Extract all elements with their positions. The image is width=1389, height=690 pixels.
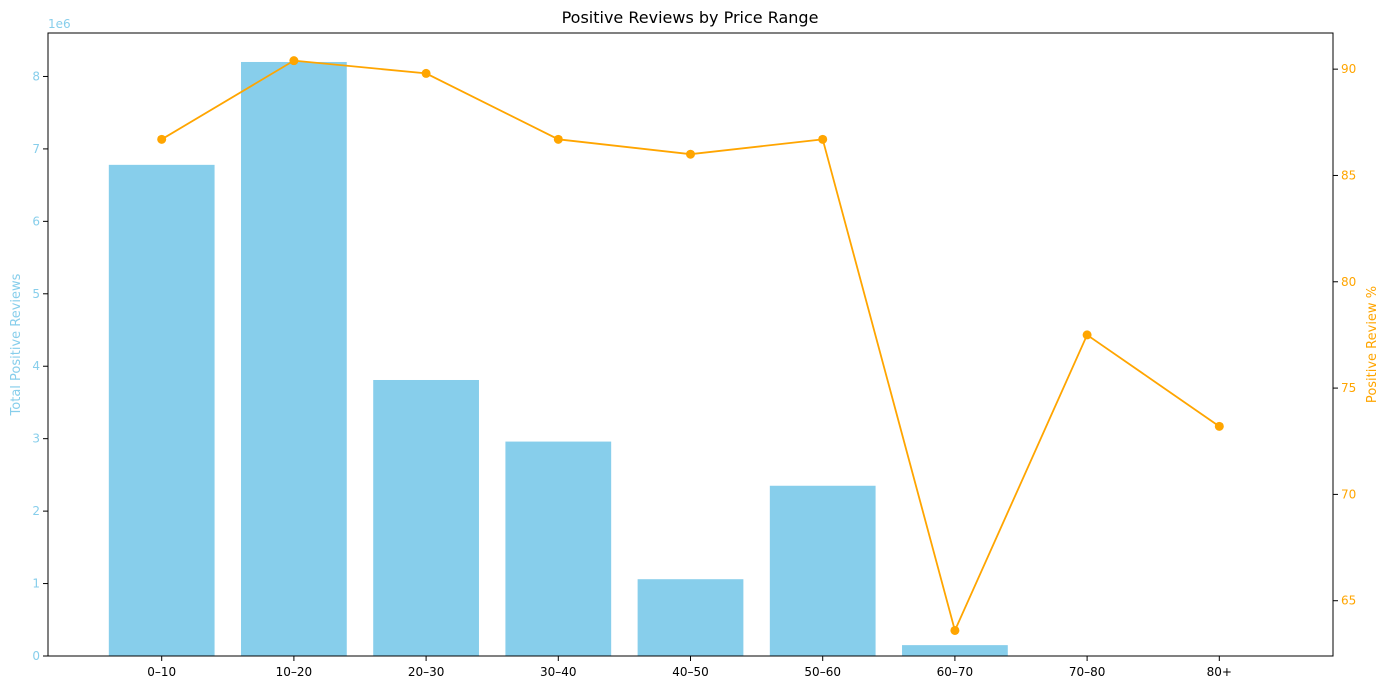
x-tick-label: 30–40 [540,665,577,679]
x-tick-label: 10–20 [276,665,313,679]
left-tick-label: 6 [32,214,40,228]
line-point-20–30 [421,68,431,78]
bar-30–40 [505,441,612,656]
x-tick-label: 80+ [1207,665,1232,679]
chart-title: Positive Reviews by Price Range [562,8,819,27]
left-axis-label: Total Positive Reviews [9,273,24,416]
left-axis: 0 1 2 3 4 5 6 7 8 [32,69,48,663]
left-axis-offset-text: 1e6 [48,17,71,31]
right-tick-label: 75 [1341,381,1356,395]
line-layer [157,56,1224,635]
line-point-30–40 [553,134,563,144]
right-tick-label: 90 [1341,62,1356,76]
line-point-50–60 [818,134,828,144]
line-point-40–50 [686,149,695,159]
right-axis: 65 70 75 80 85 90 [1333,62,1356,608]
x-tick-label: 20–30 [408,665,445,679]
bars-layer [108,61,1008,657]
bar-20–30 [373,379,479,656]
left-tick-label: 1 [32,577,40,591]
x-tick-label: 40–50 [672,665,709,679]
bar-50–60 [769,485,876,656]
left-tick-label: 3 [32,432,40,446]
right-axis-label: Positive Review % [1365,286,1380,403]
x-axis: 0–10 10–20 20–30 30–40 40–50 50–60 60–70 70–80 8… [147,656,1232,679]
right-tick-label: 80 [1341,275,1356,289]
bar-60–70 [902,645,1008,656]
left-tick-label: 0 [32,649,40,663]
left-tick-label: 5 [32,287,40,301]
right-tick-label: 70 [1341,487,1356,501]
bar-10–20 [241,61,347,656]
bar-40–50 [637,579,744,656]
left-tick-label: 2 [32,504,40,518]
right-tick-label: 85 [1341,168,1356,182]
right-tick-label: 65 [1341,594,1356,608]
line-point-0–10 [157,134,167,144]
line-point-80+ [1214,421,1224,431]
x-tick-label: 50–60 [804,665,841,679]
x-tick-label: 60–70 [937,665,974,679]
x-tick-label: 0–10 [147,665,176,679]
x-tick-label: 70–80 [1069,665,1106,679]
left-tick-label: 4 [32,359,40,373]
left-tick-label: 7 [32,142,40,156]
left-tick-label: 8 [32,69,40,83]
line-point-10–20 [289,56,299,66]
line-point-70–80 [1082,330,1092,340]
bar-0–10 [108,164,215,657]
line-point-60–70 [950,625,960,635]
